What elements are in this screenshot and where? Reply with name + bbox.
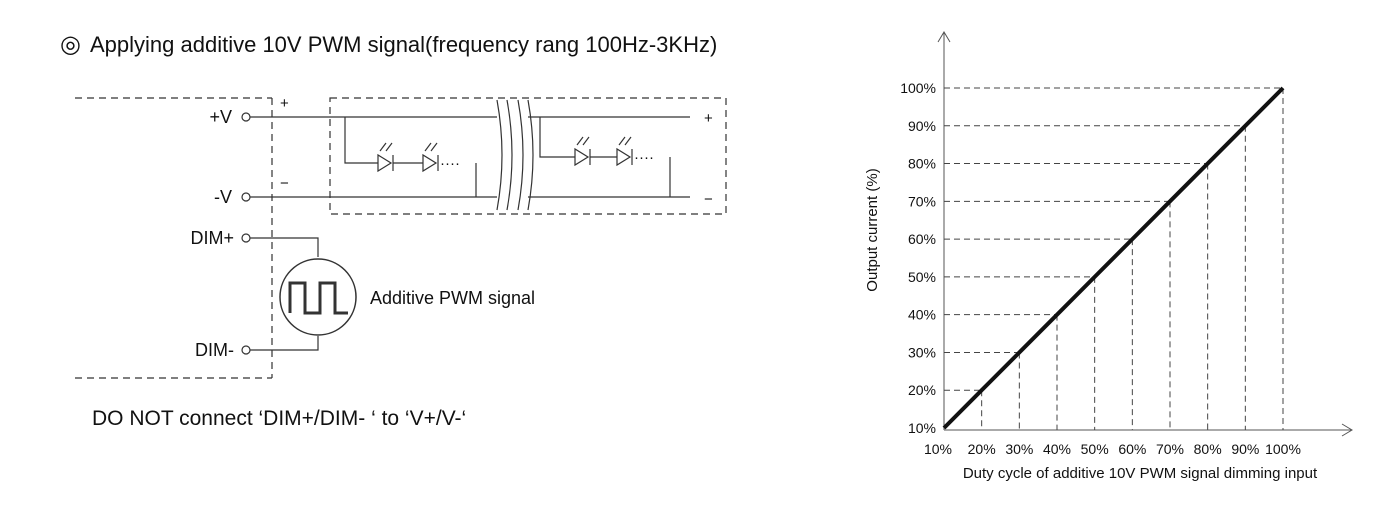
y-tick-label: 50% [908,269,936,285]
break-curve-4 [527,99,534,211]
x-tick-label: 30% [1005,441,1033,457]
label-dim-minus: DIM- [195,340,234,360]
y-tick-label: 20% [908,382,936,398]
pwm-signal-label: Additive PWM signal [370,288,535,308]
break-curve-2 [506,99,513,211]
x-axis-label: Duty cycle of additive 10V PWM signal di… [963,465,1318,482]
y-tick-label: 100% [900,80,936,96]
label-minus-v: -V [214,187,232,207]
led-load-box [329,97,727,215]
warning-text: DO NOT connect ‘DIM+/DIM- ‘ to ‘V+/V-‘ [92,407,466,430]
load-plus-sign: + [704,110,713,127]
terminal-dim-minus [241,345,251,355]
y-tick-label: 90% [908,118,936,134]
led-string-right-wire [539,117,575,158]
y-tick-label: 30% [908,344,936,360]
y-tick-label: 40% [908,307,936,323]
x-tick-label: 90% [1231,441,1259,457]
square-wave-icon [288,281,348,315]
break-curve-3 [517,99,524,211]
x-tick-label: 70% [1156,441,1184,457]
y-tick-label: 70% [908,193,936,209]
led-diode-2 [422,153,438,173]
dim-minus-wire [250,336,319,351]
x-tick-label: 40% [1043,441,1071,457]
x-tick-label: 80% [1194,441,1222,457]
label-dim-plus: DIM+ [190,228,234,248]
heading-text: Applying additive 10V PWM signal(frequen… [90,32,717,57]
dimming-chart: 10% 20% 30% 40% 50% 60% 70% 80% 90% 100% 10% 20% 30%… [864,31,1353,482]
led-diode-4 [616,147,632,167]
label-plus-v: +V [209,107,232,127]
pwm-source-circle [279,258,357,336]
break-curve-1 [496,99,503,211]
y-tick-label: 80% [908,156,936,172]
driver-minus-sign: − [280,175,289,192]
x-axis-arrow [1341,423,1353,437]
y-tick-label: 60% [908,231,936,247]
y-axis-label: Output current (%) [864,168,881,291]
y-axis-arrow [937,31,951,43]
load-minus-sign: − [704,191,713,208]
x-tick-label: 50% [1081,441,1109,457]
led-diode-1 [377,153,393,173]
driver-plus-sign: + [280,95,289,112]
x-tick-label: 100% [1265,441,1301,457]
y-tick-label: 10% [908,420,936,436]
terminal-plus-v [241,112,251,122]
led-continuation-dots-right: ···· [634,149,654,166]
x-tick-label: 60% [1118,441,1146,457]
terminal-dim-plus [241,233,251,243]
x-tick-label: 10% [924,441,952,457]
led-continuation-dots-left: ···· [440,155,460,172]
terminal-minus-v [241,192,251,202]
led-diode-3 [574,147,590,167]
heading-symbol: ◎ [60,31,81,58]
circuit-diagram [75,97,727,379]
series-line [942,86,1285,430]
dim-plus-wire [250,237,319,257]
x-tick-label: 20% [968,441,996,457]
led-string-left-wire [344,117,378,164]
